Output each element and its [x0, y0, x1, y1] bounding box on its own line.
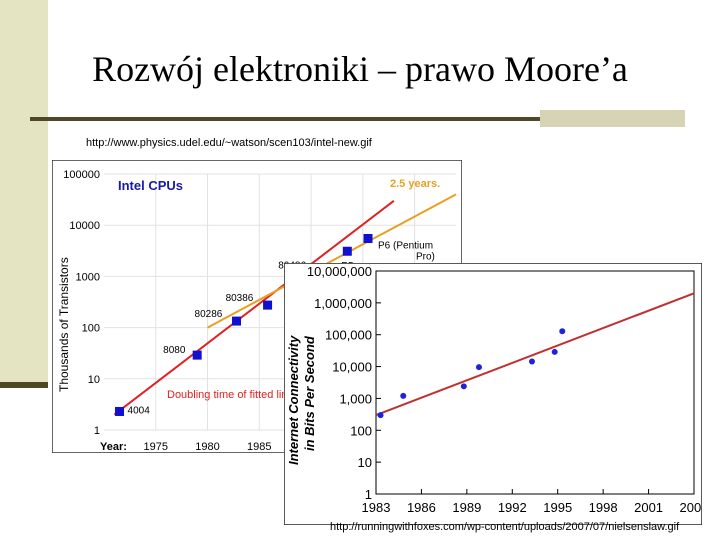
- chart2-y-tick-label: 100: [350, 423, 372, 438]
- chart2-y-tick-label: 100,000: [325, 328, 372, 343]
- chart2-x-tick-label: 1995: [543, 500, 572, 515]
- chart1-trend-line: [207, 193, 457, 329]
- chart1-x-tick-label: 1975: [144, 441, 168, 453]
- chart2-trend-line: [375, 292, 695, 417]
- chart1-y-tick-label: 1000: [76, 271, 100, 283]
- sidebar-accent: [0, 0, 48, 382]
- chart1-point-label: 8080: [163, 345, 186, 356]
- chart2-y-tick-label: 10,000: [332, 360, 372, 375]
- chart1-x-axis-label: Year:: [100, 441, 127, 453]
- chart1-point-label: 4004: [128, 405, 151, 416]
- chart2-y-tick-label: 1: [365, 487, 372, 502]
- chart1-y-tick-label: 10000: [69, 220, 100, 232]
- chart2-x-tick-label: 1992: [498, 500, 527, 515]
- chart1-title: Intel CPUs: [118, 178, 183, 193]
- chart1-data-point: [263, 300, 273, 310]
- chart2-x-tick-label: 2001: [634, 500, 663, 515]
- chart2-y-tick-label: 1,000: [339, 391, 372, 406]
- chart2-data-point: [475, 364, 482, 371]
- chart2-x-tick-label: 1986: [407, 500, 436, 515]
- chart1-data-point: [363, 233, 373, 243]
- chart1-trend-label-red: Doubling time of fitted line: [167, 389, 294, 401]
- chart1-data-point: [232, 316, 242, 326]
- chart1-y-tick-label: 100: [82, 323, 100, 335]
- chart1-point-label: 80286: [195, 309, 223, 320]
- chart1-point-label: Pro): [416, 251, 435, 262]
- chart1-data-point: [115, 406, 125, 416]
- chart2-data-point: [528, 358, 535, 365]
- chart1-trend-line: [113, 199, 395, 416]
- chart2-x-tick-label: 2004: [680, 500, 702, 515]
- chart1-y-tick-label: 1: [94, 425, 100, 437]
- chart1-x-tick-label: 1980: [195, 441, 219, 453]
- chart1-data-point: [192, 350, 202, 360]
- chart1-y-tick-label: 100000: [63, 169, 100, 181]
- chart2-y-tick-label: 1,000,000: [314, 296, 372, 311]
- chart1-x-tick-label: 1985: [247, 441, 271, 453]
- chart2-data-point: [400, 392, 407, 399]
- chart2-x-tick-label: 1983: [362, 500, 391, 515]
- chart1-y-tick-label: 10: [88, 374, 100, 386]
- chart2-plot-area: [375, 270, 695, 495]
- title-rule: [30, 117, 540, 121]
- chart2-y-axis-label-line1: Internet Connectivity: [286, 335, 301, 465]
- chart1-point-label: 80386: [226, 293, 254, 304]
- chart1-trend-label-orange: 2.5 years.: [390, 178, 440, 190]
- title-rule-accent: [540, 110, 685, 127]
- chart1-y-axis-label: Thousands of Transistors: [57, 257, 71, 392]
- chart2-x-tick-label: 1989: [452, 500, 481, 515]
- chart2-data-point: [551, 348, 558, 355]
- chart1-point-label: P6 (Pentium: [378, 240, 433, 251]
- chart2-y-axis-label-line2: in Bits Per Second: [302, 335, 317, 451]
- slide-title: Rozwój elektroniki – prawo Moore’a: [92, 49, 628, 89]
- chart1-data-point: [342, 246, 352, 256]
- source-url-nielsen: http://runningwithfoxes.com/wp-content/u…: [330, 521, 680, 533]
- chart2-data-point: [460, 383, 467, 390]
- source-url-intel: http://www.physics.udel.edu/~watson/scen…: [86, 137, 372, 149]
- chart2-y-tick-label: 10: [358, 455, 372, 470]
- internet-connectivity-chart: 1 10 100 1,000 10,000 100,000 1,000,000 10,000,…: [284, 263, 702, 525]
- chart2-data-point: [559, 328, 566, 335]
- sidebar-accent-base: [0, 382, 48, 388]
- chart2-y-tick-label: 10,000,000: [307, 264, 372, 279]
- chart2-x-tick-label: 1998: [589, 500, 618, 515]
- chart2-data-point: [377, 412, 384, 419]
